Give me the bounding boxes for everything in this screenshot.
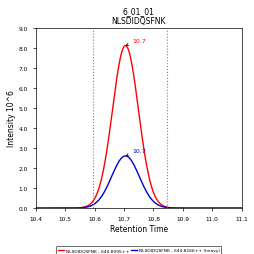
Y-axis label: Intensity 10^6: Intensity 10^6 — [7, 90, 16, 147]
Text: 10.7: 10.7 — [126, 38, 146, 46]
X-axis label: Retention Time: Retention Time — [109, 224, 167, 233]
Legend: NLSDIDQSFNK - 640.8095++, NLSDIDQSFNK - 644.8166++ (heavy): NLSDIDQSFNK - 640.8095++, NLSDIDQSFNK - … — [56, 246, 221, 254]
Text: 10.7: 10.7 — [126, 148, 146, 156]
Title: 6_01_01
NLSDIDQSFNK: 6_01_01 NLSDIDQSFNK — [111, 7, 165, 26]
